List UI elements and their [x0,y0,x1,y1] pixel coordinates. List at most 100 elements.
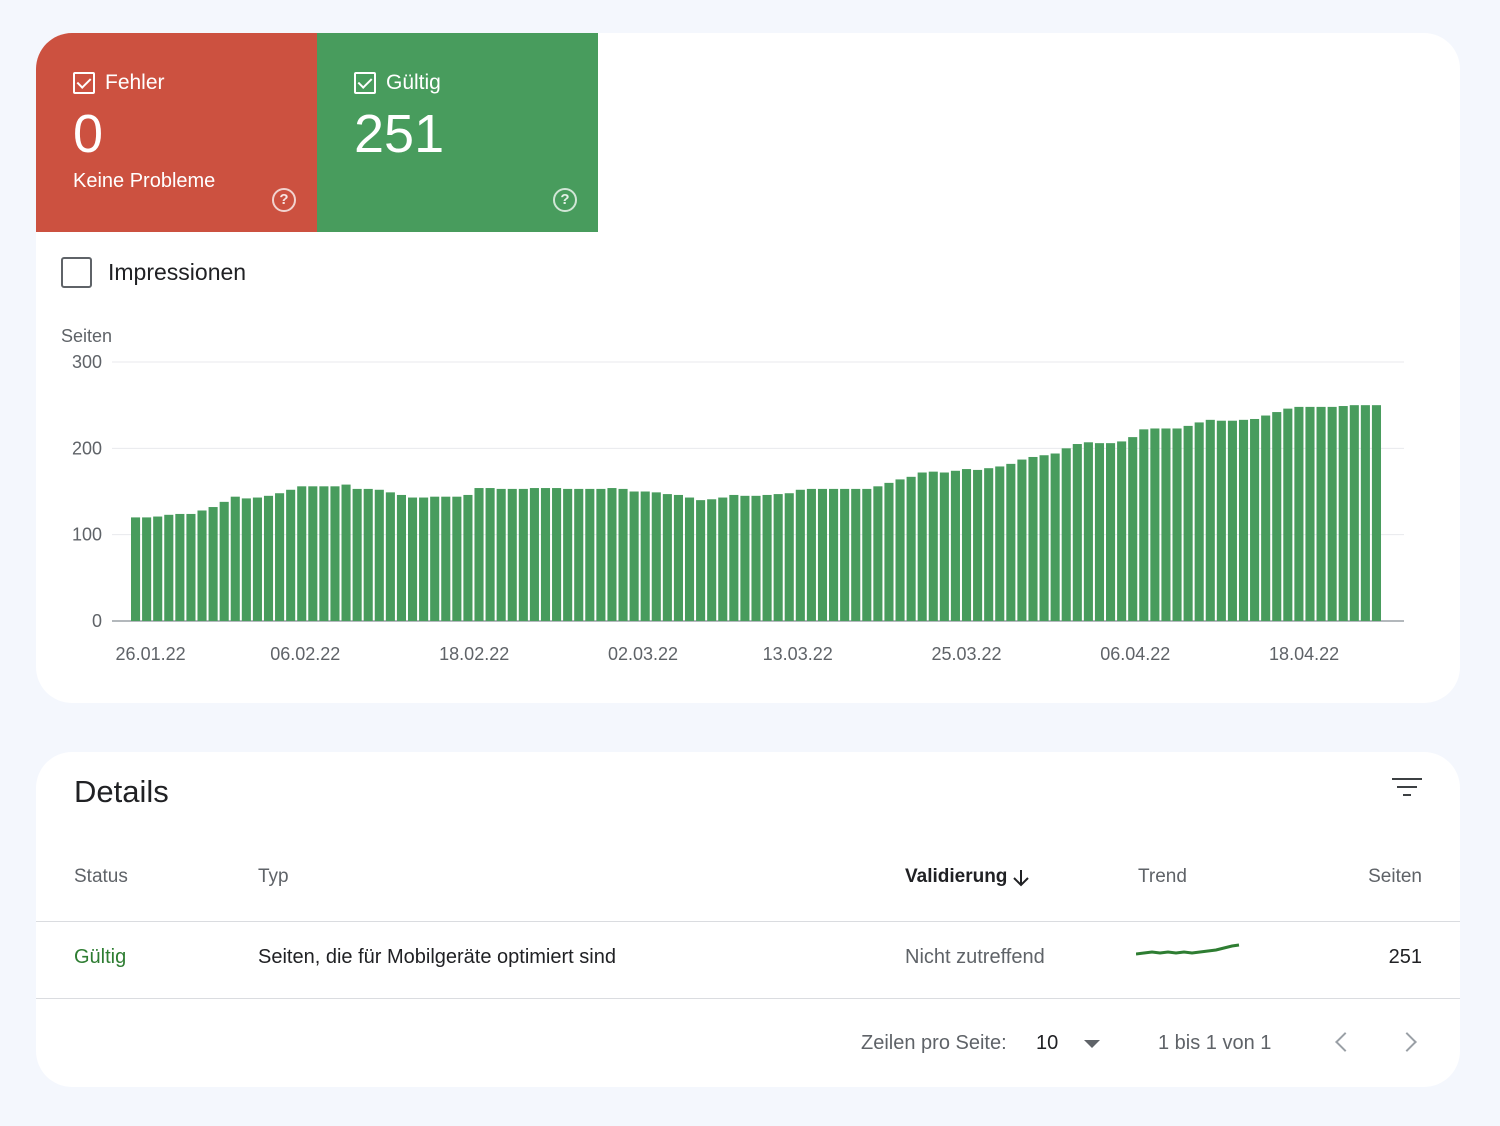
x-tick-label: 18.02.22 [439,644,509,664]
y-tick-label: 0 [92,611,102,631]
chart-bar [352,488,362,621]
chart-bar [784,493,794,621]
checkbox-unchecked-icon[interactable] [61,257,92,288]
chart-bar [474,488,484,621]
chart-bar [341,484,351,621]
chevron-left-icon[interactable] [1335,1032,1355,1052]
chart-bar [563,488,573,621]
chart-bar [1039,455,1049,621]
chart-bar [552,488,562,621]
filter-icon[interactable] [1392,778,1422,800]
x-tick-label: 18.04.22 [1269,644,1339,664]
column-trend[interactable]: Trend [1138,866,1187,887]
chart-bar [939,472,949,621]
chart-bar [1017,459,1027,621]
valid-tile-label: Gültig [386,71,441,94]
checkbox-checked-icon[interactable] [354,72,376,94]
chart-bar [596,488,606,621]
pagination-range: 1 bis 1 von 1 [1158,1032,1272,1054]
chart-bar [241,498,251,621]
chart-bar [1183,425,1193,621]
chart-bar [740,495,750,621]
chart-bar [1283,408,1293,621]
chart-bar [396,494,406,621]
chart-bar [1305,406,1315,621]
chart-bar [1139,429,1149,621]
valid-count: 251 [354,104,445,164]
chart-bar [718,497,728,621]
row-type[interactable]: Seiten, die für Mobilgeräte optimiert si… [258,946,616,968]
chart-bar [651,492,661,621]
x-tick-label: 06.04.22 [1100,644,1170,664]
chart-bar [751,495,761,621]
chart-bar [230,496,240,621]
header-divider [36,921,1460,922]
trend-sparkline [1136,943,1240,956]
details-title: Details [74,774,169,809]
impressions-toggle[interactable]: Impressionen [61,257,246,288]
chart-bar [219,501,229,621]
chart-bar [1349,405,1359,621]
rows-per-page-label: Zeilen pro Seite: [861,1032,1007,1054]
chart-bar [1006,463,1016,621]
chart-bar [153,516,163,621]
x-tick-label: 25.03.22 [931,644,1001,664]
dropdown-caret-icon[interactable] [1084,1040,1100,1048]
chart-bar [407,497,418,621]
help-icon[interactable]: ? [272,188,296,212]
valid-tile[interactable]: Gültig 251 ? [317,33,598,232]
chart-bar [286,489,296,621]
checkbox-checked-icon[interactable] [73,72,95,94]
rows-per-page-select[interactable]: 10 [1036,1032,1059,1054]
help-icon[interactable]: ? [553,188,577,212]
error-tile-label: Fehler [105,71,165,94]
column-validation[interactable]: Validierung [905,866,1029,888]
column-type[interactable]: Typ [258,866,289,887]
chart-bar [363,488,373,621]
chevron-right-icon[interactable] [1397,1032,1417,1052]
chart-bar [984,468,994,621]
chart-bar [1128,437,1138,621]
chart-bar [1250,418,1260,621]
chart-bar [862,488,872,621]
chart-bar [950,470,960,621]
x-tick-label: 06.02.22 [270,644,340,664]
impressions-label: Impressionen [108,259,247,285]
chart-bar [618,488,628,621]
error-tile[interactable]: Fehler 0 Keine Probleme ? [36,33,317,232]
chart-bar [696,500,706,621]
row-validation: Nicht zutreffend [905,946,1045,968]
chart-bar [884,482,894,621]
chart-bar [1150,428,1160,621]
chart-bar [419,497,429,621]
chart-bar [961,469,972,621]
chart-bar [496,488,506,621]
chart-bar [430,496,440,621]
chart-bar [762,494,772,621]
chart-bar [452,496,462,621]
chart-bar [297,486,307,621]
chart-bar [518,488,528,621]
column-status[interactable]: Status [74,866,128,887]
chart-bar [729,494,739,621]
chart-bar [684,497,695,621]
chart-bar [1194,422,1204,621]
chart-bar [208,507,218,621]
chart-bar [574,488,584,621]
y-axis-label: Seiten [61,326,112,346]
chart-bar [186,513,196,621]
chart-bar [917,472,927,621]
chart-bar [607,488,617,621]
chart-bar [1238,419,1249,621]
column-pages[interactable]: Seiten [1368,866,1422,887]
chart-bar [385,492,395,621]
chart-bar [995,466,1005,621]
chart-bar [1094,443,1105,621]
chart-bar [1316,406,1326,621]
y-tick-label: 100 [72,525,102,545]
chart-bar [131,517,141,621]
chart-bar [319,486,329,621]
chart-bar [895,479,905,621]
chart-bar [308,486,318,621]
chart-bar [1360,405,1370,621]
